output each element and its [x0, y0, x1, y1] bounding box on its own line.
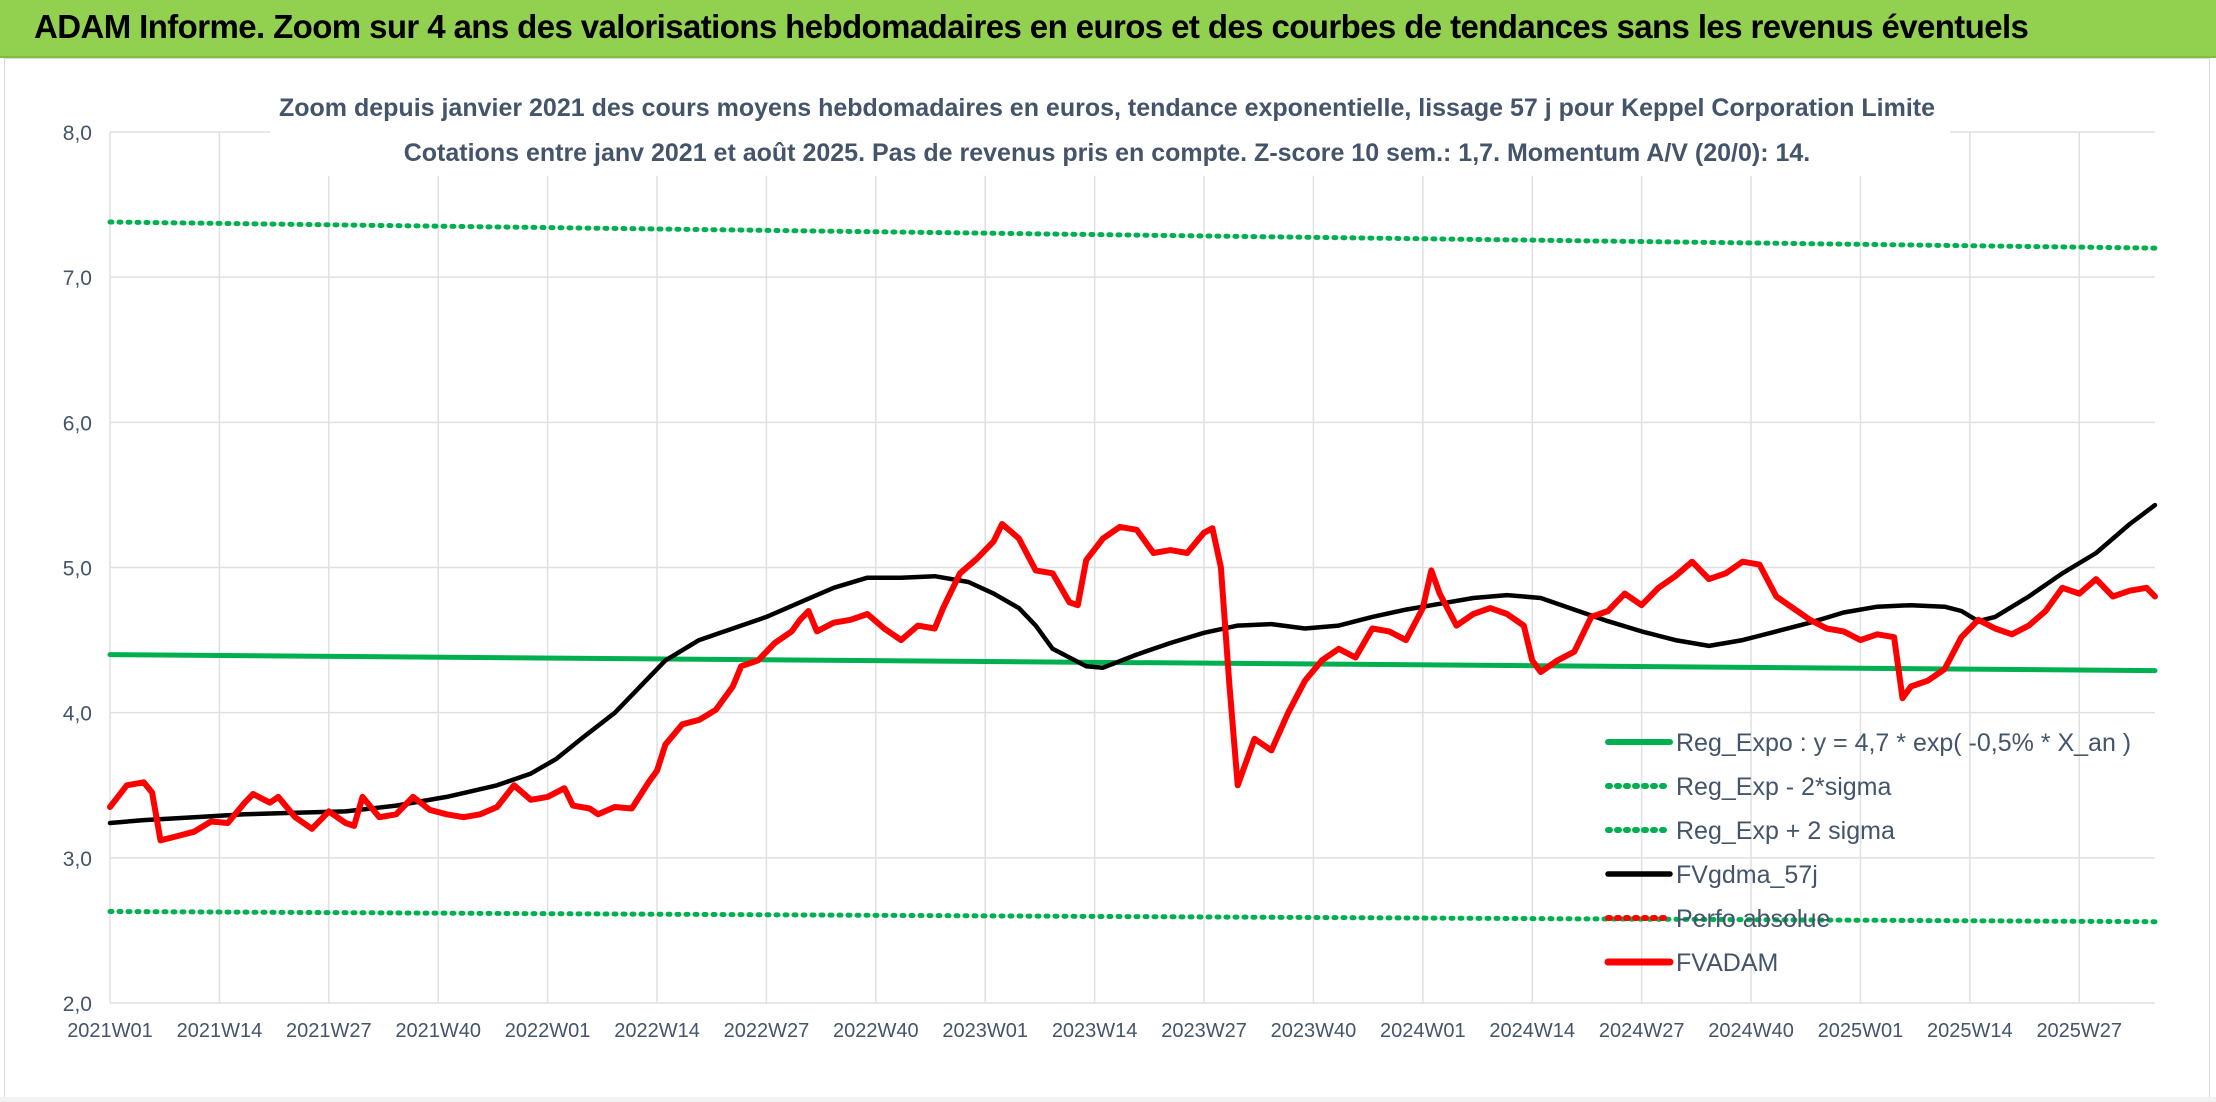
x-tick-label: 2025W27	[2036, 1020, 2122, 1042]
x-axis-ticks: 2021W01 2021W14 2021W27 2021W40 2022W01 2022W…	[67, 1020, 2122, 1042]
x-tick-label: 2022W40	[833, 1020, 919, 1042]
x-tick-label: 2021W14	[177, 1020, 263, 1042]
series-lines	[107, 219, 2158, 925]
x-tick-label: 2024W27	[1599, 1020, 1685, 1042]
title-background	[270, 84, 1950, 176]
x-tick-label: 2023W14	[1052, 1020, 1138, 1042]
legend-label: FVADAM	[1676, 949, 1778, 977]
legend-label: Reg_Expo : y = 4,7 * exp( -0,5% * X_an )	[1676, 729, 2131, 757]
y-tick-label: 6,0	[63, 412, 92, 435]
x-tick-label: 2023W27	[1161, 1020, 1247, 1042]
x-tick-label: 2024W14	[1489, 1020, 1575, 1042]
legend-label: Reg_Exp + 2 sigma	[1676, 817, 1895, 845]
x-tick-label: 2022W14	[614, 1020, 700, 1042]
chart-subtitle: Cotations entre janv 2021 et août 2025. …	[404, 139, 1811, 167]
y-tick-label: 2,0	[63, 993, 92, 1016]
series-line-5	[107, 521, 2158, 844]
x-tick-label: 2025W14	[1927, 1020, 2013, 1042]
gridlines	[109, 131, 2155, 1004]
x-tick-label: 2021W40	[395, 1020, 481, 1042]
y-tick-label: 4,0	[63, 703, 92, 726]
x-tick-label: 2022W01	[505, 1020, 591, 1042]
legend: Reg_Expo : y = 4,7 * exp( -0,5% * X_an )…	[1604, 729, 2131, 977]
series-line-0	[107, 652, 2158, 674]
title-banner: ADAM Informe. Zoom sur 4 ans des valoris…	[0, 0, 2216, 58]
series-line-2	[107, 219, 2158, 251]
banner-title: ADAM Informe. Zoom sur 4 ans des valoris…	[34, 8, 2029, 45]
x-tick-label: 2024W01	[1380, 1020, 1466, 1042]
chart-frame	[4, 58, 2210, 1098]
x-tick-label: 2023W40	[1271, 1020, 1357, 1042]
y-tick-label: 8,0	[63, 122, 92, 145]
x-tick-label: 2024W40	[1708, 1020, 1794, 1042]
y-axis-ticks: 2,0 3,0 4,0 5,0 6,0 7,0 8,0	[63, 122, 92, 1016]
legend-label: Reg_Exp - 2*sigma	[1676, 773, 1891, 801]
series-line-3	[107, 502, 2158, 826]
x-tick-label: 2021W27	[286, 1020, 372, 1042]
legend-label: FVgdma_57j	[1676, 861, 1818, 889]
x-tick-label: 2022W27	[724, 1020, 810, 1042]
bottom-strip	[0, 1097, 2216, 1102]
legend-label: Perfo absolue	[1676, 905, 1830, 933]
x-tick-label: 2021W01	[67, 1020, 153, 1042]
chart-title: Zoom depuis janvier 2021 des cours moyen…	[279, 94, 1935, 122]
x-tick-label: 2025W01	[1818, 1020, 1904, 1042]
y-tick-label: 3,0	[63, 848, 92, 871]
x-tick-label: 2023W01	[942, 1020, 1028, 1042]
y-tick-label: 5,0	[63, 558, 92, 581]
series-line-1	[107, 909, 2158, 925]
y-tick-label: 7,0	[63, 267, 92, 290]
